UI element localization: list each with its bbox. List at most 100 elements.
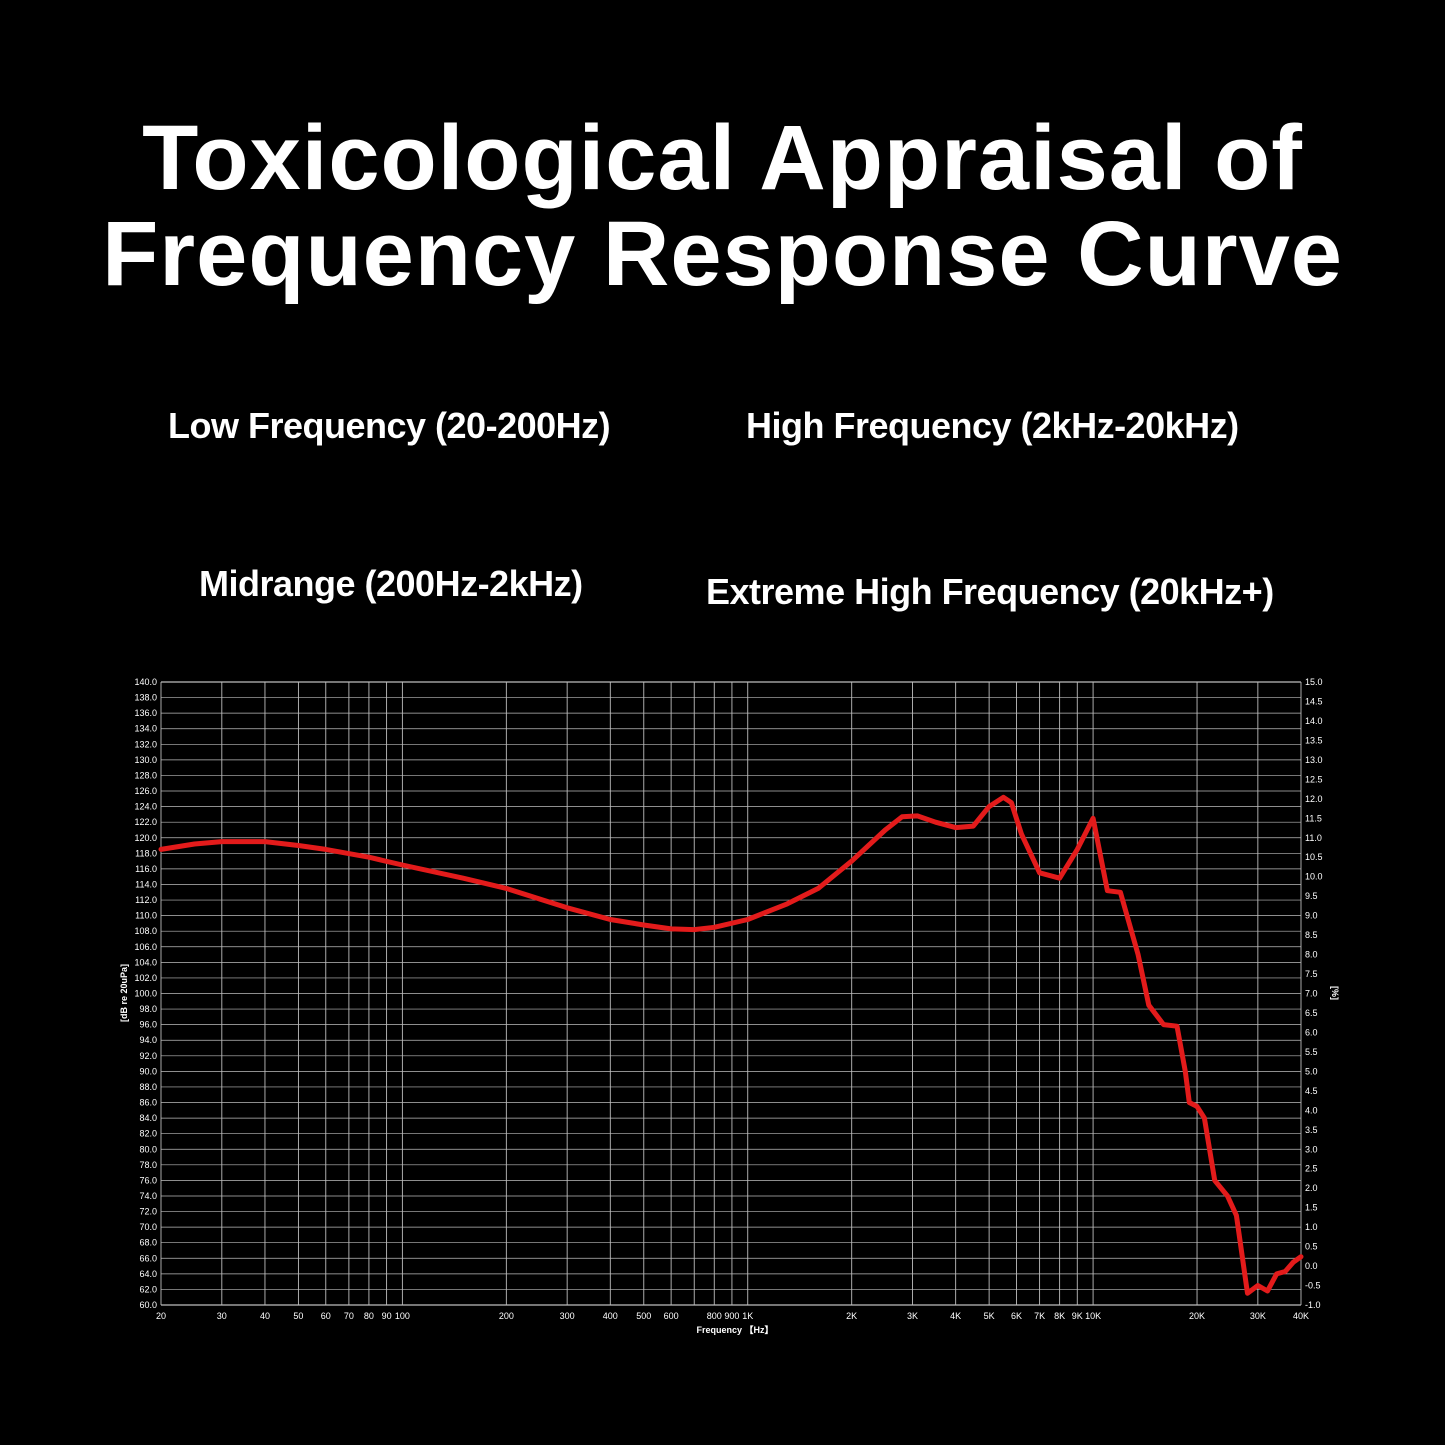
x-tick-label: 6K	[1011, 1311, 1022, 1321]
x-tick-label: 30	[217, 1311, 227, 1321]
y2-tick-label: 12.0	[1305, 794, 1323, 804]
x-tick-label: 40	[260, 1311, 270, 1321]
y2-tick-label: -0.5	[1305, 1281, 1321, 1291]
x-tick-label: 800	[707, 1311, 722, 1321]
x-tick-label: 60	[321, 1311, 331, 1321]
y-tick-label: 112.0	[135, 895, 157, 905]
x-tick-label: 8K	[1054, 1311, 1065, 1321]
y-tick-label: 78.0	[139, 1160, 157, 1170]
y2-tick-label: 8.5	[1305, 930, 1318, 940]
x-tick-label: 1K	[742, 1311, 753, 1321]
x-tick-label: 300	[560, 1311, 575, 1321]
y2-tick-label: 14.0	[1305, 716, 1323, 726]
chart-grid	[160, 681, 1302, 1306]
y2-tick-label: 12.5	[1305, 774, 1323, 784]
y2-tick-label: 3.5	[1305, 1125, 1318, 1135]
y-tick-label: 122.0	[134, 817, 157, 827]
y-tick-label: 76.0	[139, 1175, 157, 1185]
page-title: Toxicological Appraisal of Frequency Res…	[0, 110, 1445, 302]
y-tick-label: 130.0	[134, 755, 157, 765]
y-tick-label: 126.0	[134, 786, 157, 796]
y-tick-label: 88.0	[139, 1082, 157, 1092]
y-tick-label: 100.0	[134, 989, 157, 999]
title-line-1: Toxicological Appraisal of	[142, 107, 1303, 209]
x-axis: 20 30 40 50 60 70 80 90 100 200 300 400 500 600 800 900…	[156, 1311, 1309, 1321]
y-tick-label: 80.0	[139, 1144, 157, 1154]
x-tick-label: 20	[156, 1311, 166, 1321]
y2-tick-label: 4.5	[1305, 1086, 1318, 1096]
y-tick-label: 68.0	[139, 1238, 157, 1248]
y-tick-label: 94.0	[139, 1035, 157, 1045]
y-tick-label: 138.0	[134, 693, 157, 703]
y-tick-label: 110.0	[135, 911, 157, 921]
y2-tick-label: 5.5	[1305, 1047, 1318, 1057]
y2-tick-label: 7.5	[1305, 969, 1318, 979]
y2-tick-label: 13.0	[1305, 755, 1323, 765]
x-axis-title: Frequency 【Hz】	[696, 1325, 773, 1335]
y2-tick-label: 3.0	[1305, 1144, 1318, 1154]
y2-tick-label: 14.5	[1305, 696, 1323, 706]
frequency-response-chart: 60.0 62.0 64.0 66.0 68.0 70.0 72.0 74.0 76.0 78.0…	[119, 677, 1340, 1335]
y-tick-label: 74.0	[139, 1191, 157, 1201]
y-tick-label: 72.0	[139, 1207, 157, 1217]
x-tick-label: 600	[664, 1311, 679, 1321]
y-tick-label: 136.0	[134, 708, 157, 718]
y-tick-label: 86.0	[139, 1098, 157, 1108]
x-tick-label: 10K	[1085, 1311, 1101, 1321]
y2-tick-label: 10.5	[1305, 852, 1323, 862]
y-tick-label: 96.0	[139, 1020, 157, 1030]
y-tick-label: 60.0	[139, 1300, 157, 1310]
y-tick-label: 92.0	[139, 1051, 157, 1061]
x-tick-label: 2K	[846, 1311, 857, 1321]
x-tick-label: 90	[382, 1311, 392, 1321]
y2-tick-label: 0.5	[1305, 1242, 1318, 1252]
x-tick-label: 100	[395, 1311, 410, 1321]
y2-tick-label: 11.0	[1305, 833, 1322, 843]
x-tick-label: 200	[499, 1311, 514, 1321]
y2-tick-label: 6.0	[1305, 1027, 1318, 1037]
y-tick-label: 140.0	[134, 677, 157, 687]
y-tick-label: 134.0	[134, 724, 157, 734]
y2-tick-label: 10.0	[1305, 872, 1323, 882]
band-label-high: High Frequency (2kHz-20kHz)	[746, 405, 1239, 446]
y-tick-label: 66.0	[139, 1253, 157, 1263]
y2-tick-label: 8.0	[1305, 950, 1318, 960]
band-label-low: Low Frequency (20-200Hz)	[168, 405, 611, 446]
y2-tick-label: 5.0	[1305, 1066, 1318, 1076]
y-tick-label: 62.0	[139, 1284, 157, 1294]
y-tick-label: 108.0	[134, 926, 157, 936]
y2-tick-label: 15.0	[1305, 677, 1323, 687]
y-tick-label: 90.0	[139, 1066, 157, 1076]
x-tick-label: 3K	[907, 1311, 918, 1321]
x-tick-label: 500	[636, 1311, 651, 1321]
x-tick-label: 9K	[1072, 1311, 1083, 1321]
x-tick-label: 80	[364, 1311, 374, 1321]
y-tick-label: 64.0	[139, 1269, 157, 1279]
y2-tick-label: 9.0	[1305, 911, 1318, 921]
y-tick-label: 84.0	[139, 1113, 157, 1123]
title-line-2: Frequency Response Curve	[102, 203, 1343, 305]
y-tick-label: 118.0	[135, 848, 157, 858]
x-tick-label: 30K	[1250, 1311, 1266, 1321]
y-axis-left: 60.0 62.0 64.0 66.0 68.0 70.0 72.0 74.0 76.0 78.0…	[134, 677, 157, 1310]
y-tick-label: 102.0	[134, 973, 157, 983]
y2-tick-label: 1.0	[1305, 1222, 1318, 1232]
band-label-extreme: Extreme High Frequency (20kHz+)	[706, 571, 1274, 612]
y-tick-label: 128.0	[134, 770, 157, 780]
x-tick-label: 400	[603, 1311, 618, 1321]
y2-tick-label: 6.5	[1305, 1008, 1318, 1018]
y2-tick-label: 1.5	[1305, 1203, 1318, 1213]
x-tick-label: 50	[293, 1311, 303, 1321]
y-axis-right: -1.0 -0.5 0.0 0.5 1.0 1.5 2.0 2.5 3.0 3.5 4.0 4.5 5.…	[1305, 677, 1323, 1310]
x-tick-label: 20K	[1189, 1311, 1205, 1321]
y2-tick-label: 2.5	[1305, 1164, 1318, 1174]
y-axis-title: [dB re 20uPa]	[119, 964, 129, 1022]
y-tick-label: 82.0	[139, 1129, 157, 1139]
x-tick-label: 40K	[1293, 1311, 1309, 1321]
y-tick-label: 104.0	[134, 957, 157, 967]
y-tick-label: 116.0	[135, 864, 157, 874]
y2-tick-label: 7.0	[1305, 989, 1318, 999]
y2-tick-label: 13.5	[1305, 735, 1323, 745]
y2-axis-title: [%]	[1330, 986, 1340, 1000]
y-tick-label: 114.0	[135, 879, 157, 889]
